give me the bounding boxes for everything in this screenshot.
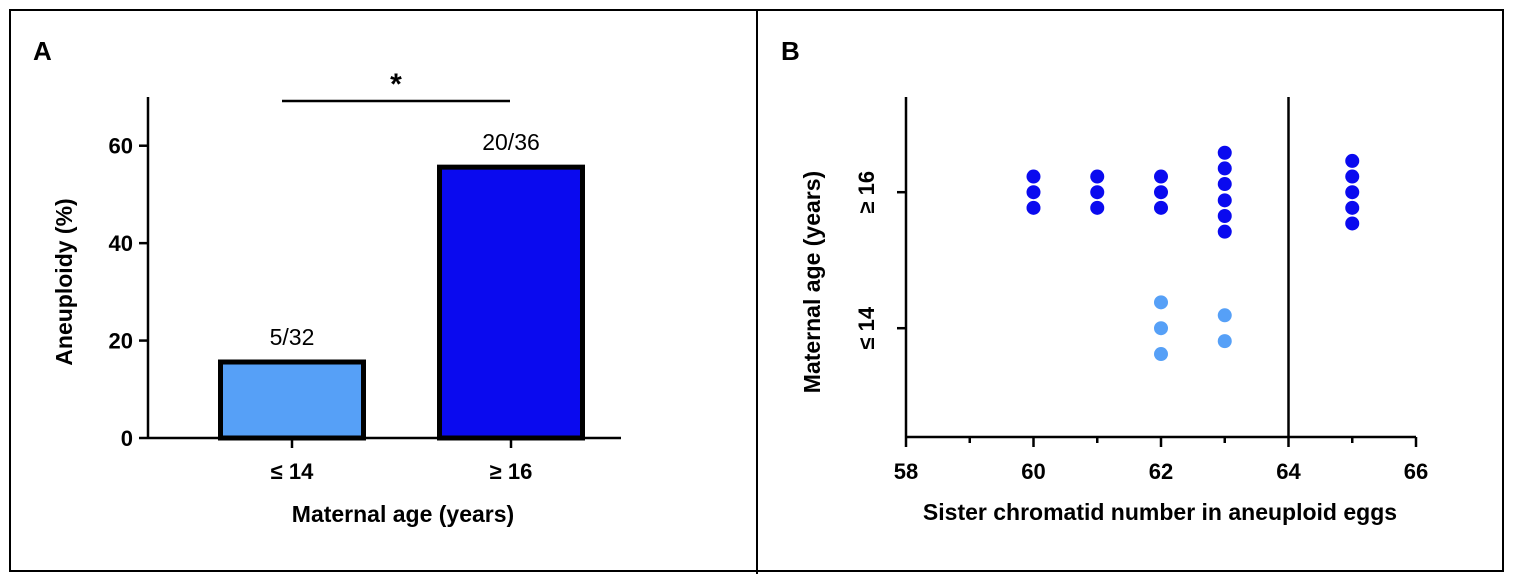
scatter-point — [1217, 334, 1232, 349]
scatter-point — [1217, 193, 1232, 208]
panel-b-x-tick-label: 64 — [1276, 459, 1301, 484]
panel-b-x-tick-label: 66 — [1404, 459, 1428, 484]
scatter-point — [1345, 185, 1360, 200]
scatter-point — [1217, 209, 1232, 223]
panel-b-x-tick-label: 60 — [1021, 459, 1045, 484]
panel-a-y-tick-label: 0 — [121, 426, 133, 451]
bar-1 — [218, 359, 366, 441]
scatter-point — [1217, 145, 1232, 160]
panel-a-y-tick-label: 20 — [109, 329, 133, 354]
scatter-point — [1217, 224, 1232, 239]
scatter-point — [1345, 153, 1360, 168]
scatter-point — [1026, 185, 1041, 200]
panel-b: B 58 60 62 64 66 ≤ 14 ≥ 16 Sister chromatid n… — [781, 36, 1428, 525]
panel-a: A 0 20 40 60 5/32 20/36 ≤ 14 ≥ 16 * Maternal … — [33, 36, 621, 527]
scatter-point — [1026, 200, 1041, 215]
bar-2 — [437, 164, 585, 441]
scatter-point — [1154, 295, 1168, 310]
panel-b-y-tick-label: ≥ 16 — [854, 171, 879, 214]
scatter-point — [1154, 347, 1168, 362]
bar-count-label: 5/32 — [270, 324, 315, 350]
category-label: ≥ 16 — [490, 459, 533, 484]
panel-b-label: B — [781, 36, 800, 66]
panel-b-x-tick-label: 62 — [1149, 459, 1173, 484]
panel-a-y-tick-label: 60 — [109, 134, 133, 159]
scatter-point — [1090, 185, 1105, 200]
panel-a-y-axis-title: Aneuploidy (%) — [51, 198, 77, 365]
scatter-point — [1154, 321, 1168, 336]
panel-divider — [756, 9, 758, 574]
category-label: ≤ 14 — [271, 459, 314, 484]
scatter-point — [1090, 200, 1105, 215]
scatter-point — [1154, 169, 1168, 184]
significance-star: * — [390, 68, 402, 101]
panel-b-y-axis-title: Maternal age (years) — [799, 171, 825, 393]
panel-b-y-tick-label: ≤ 14 — [854, 306, 879, 349]
scatter-point — [1345, 216, 1360, 231]
scatter-point — [1026, 169, 1041, 184]
panel-a-y-tick-label: 40 — [109, 231, 133, 256]
bar-count-label: 20/36 — [482, 129, 540, 155]
panel-b-x-tick-label: 58 — [894, 459, 918, 484]
scatter-point — [1154, 200, 1168, 215]
scatter-point — [1217, 161, 1232, 176]
scatter-point — [1090, 169, 1105, 184]
scatter-point — [1345, 169, 1360, 184]
panel-a-x-axis-title: Maternal age (years) — [292, 501, 514, 527]
scatter-point — [1345, 200, 1360, 215]
scatter-point — [1217, 308, 1232, 323]
panel-b-x-axis-title: Sister chromatid number in aneuploid egg… — [923, 499, 1397, 525]
scatter-point — [1217, 177, 1232, 192]
panel-a-label: A — [33, 36, 52, 66]
scatter-point — [1154, 185, 1168, 200]
